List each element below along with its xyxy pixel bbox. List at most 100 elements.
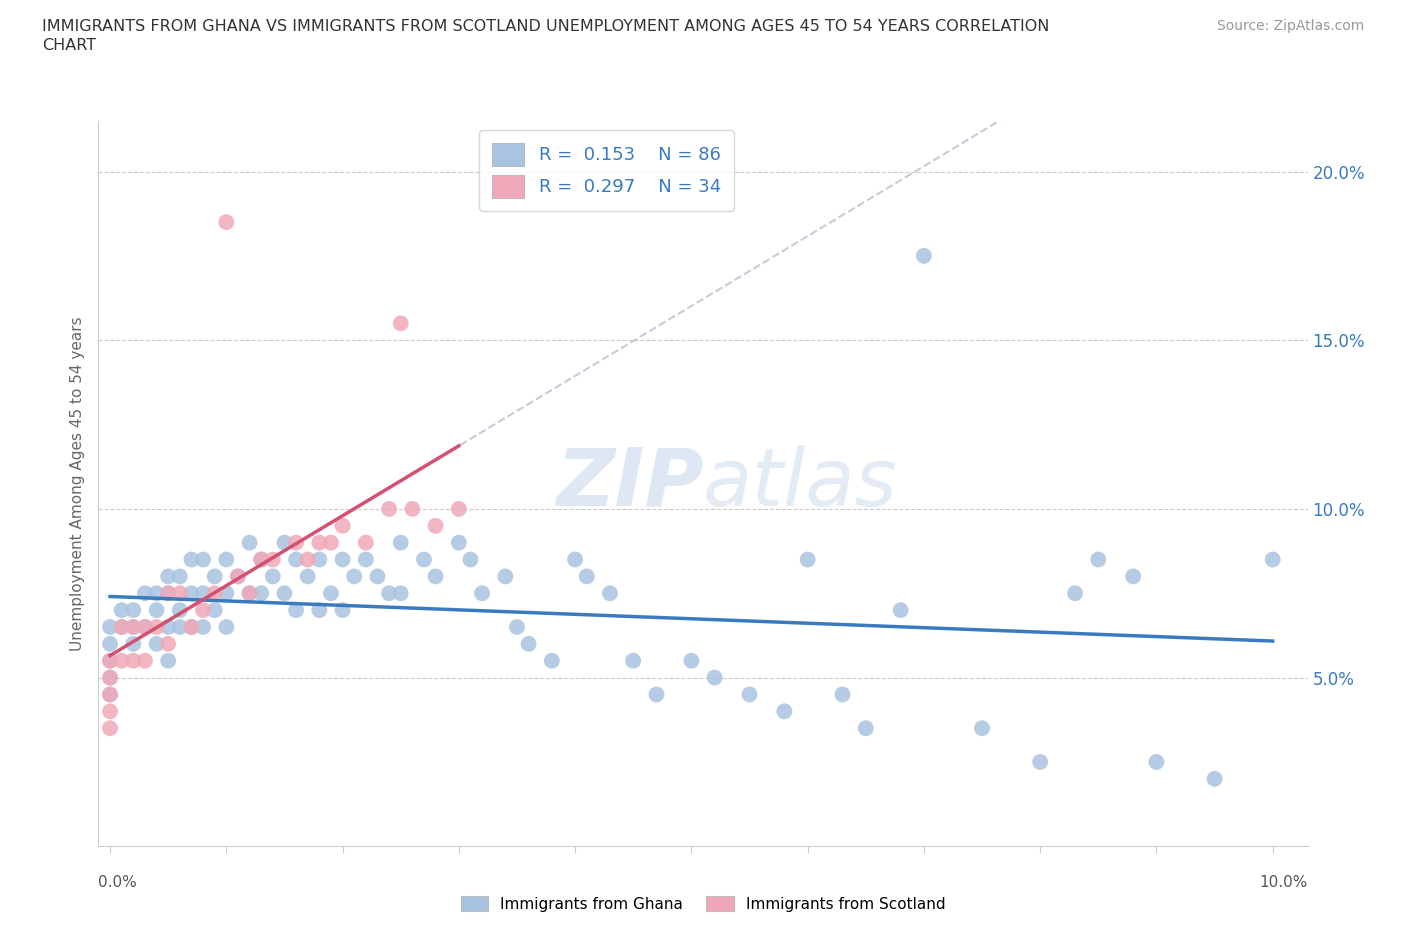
Point (191, 552, 214, 567)
Point (169, 619, 191, 634)
Point (98, 704, 121, 719)
Point (855, 721, 877, 736)
Point (1122, 569, 1144, 584)
Point (98, 687, 121, 702)
Point (250, 552, 273, 567)
Point (180, 619, 202, 634)
Point (517, 636, 540, 651)
Point (122, 653, 145, 668)
Point (98, 671, 121, 685)
Point (122, 636, 145, 651)
Point (506, 619, 529, 634)
Point (773, 704, 796, 719)
Point (134, 619, 156, 634)
Point (308, 603, 330, 618)
Point (157, 636, 180, 651)
Point (273, 535, 295, 550)
Point (191, 619, 214, 634)
Point (157, 653, 180, 668)
Point (447, 535, 470, 550)
Point (378, 501, 401, 516)
Point (297, 552, 319, 567)
Point (354, 552, 377, 567)
Point (239, 586, 262, 601)
Point (1029, 754, 1052, 769)
Point (134, 586, 156, 601)
Point (204, 569, 226, 584)
Point (157, 586, 180, 601)
Point (389, 586, 412, 601)
Text: 10.0%: 10.0% (1260, 875, 1308, 890)
Point (599, 586, 621, 601)
Point (319, 586, 342, 601)
Text: 0.0%: 0.0% (98, 875, 138, 890)
Text: ZIP: ZIP (555, 445, 703, 523)
Point (366, 569, 388, 584)
Point (332, 518, 354, 533)
Point (273, 586, 295, 601)
Point (191, 586, 214, 601)
Legend: Immigrants from Ghana, Immigrants from Scotland: Immigrants from Ghana, Immigrants from S… (454, 889, 952, 918)
Point (98, 671, 121, 685)
Point (262, 552, 284, 567)
Point (425, 518, 447, 533)
Point (796, 552, 818, 567)
Point (215, 619, 238, 634)
Y-axis label: Unemployment Among Ages 45 to 54 years: Unemployment Among Ages 45 to 54 years (69, 316, 84, 651)
Point (122, 619, 145, 634)
Point (98, 619, 121, 634)
Point (319, 535, 342, 550)
Text: Source: ZipAtlas.com: Source: ZipAtlas.com (1216, 19, 1364, 33)
Text: atlas: atlas (703, 445, 898, 523)
Point (122, 619, 145, 634)
Point (564, 552, 586, 567)
Point (157, 569, 180, 584)
Point (703, 671, 725, 685)
Point (343, 569, 366, 584)
Point (250, 552, 273, 567)
Point (180, 552, 202, 567)
Point (204, 603, 226, 618)
Point (1261, 552, 1284, 567)
Point (308, 552, 330, 567)
Point (262, 569, 284, 584)
Point (215, 215, 238, 230)
Point (425, 569, 447, 584)
Point (239, 586, 262, 601)
Point (215, 586, 238, 601)
Point (575, 569, 598, 584)
Point (239, 535, 262, 550)
Point (621, 653, 644, 668)
Point (890, 603, 912, 618)
Point (389, 316, 412, 331)
Point (831, 687, 853, 702)
Point (494, 569, 516, 584)
Point (447, 501, 470, 516)
Point (226, 569, 249, 584)
Point (389, 535, 412, 550)
Point (98, 687, 121, 702)
Point (111, 603, 134, 618)
Point (134, 653, 156, 668)
Point (180, 586, 202, 601)
Point (332, 552, 354, 567)
Point (169, 569, 191, 584)
Point (191, 603, 214, 618)
Point (145, 586, 167, 601)
Legend: R =  0.153    N = 86, R =  0.297    N = 34: R = 0.153 N = 86, R = 0.297 N = 34 (479, 130, 734, 210)
Point (145, 636, 167, 651)
Point (413, 552, 436, 567)
Point (250, 586, 273, 601)
Point (122, 603, 145, 618)
Point (111, 653, 134, 668)
Point (645, 687, 668, 702)
Point (1144, 754, 1167, 769)
Point (157, 619, 180, 634)
Point (332, 603, 354, 618)
Point (1064, 586, 1087, 601)
Point (169, 586, 191, 601)
Point (157, 586, 180, 601)
Point (681, 653, 703, 668)
Point (285, 552, 308, 567)
Point (354, 535, 377, 550)
